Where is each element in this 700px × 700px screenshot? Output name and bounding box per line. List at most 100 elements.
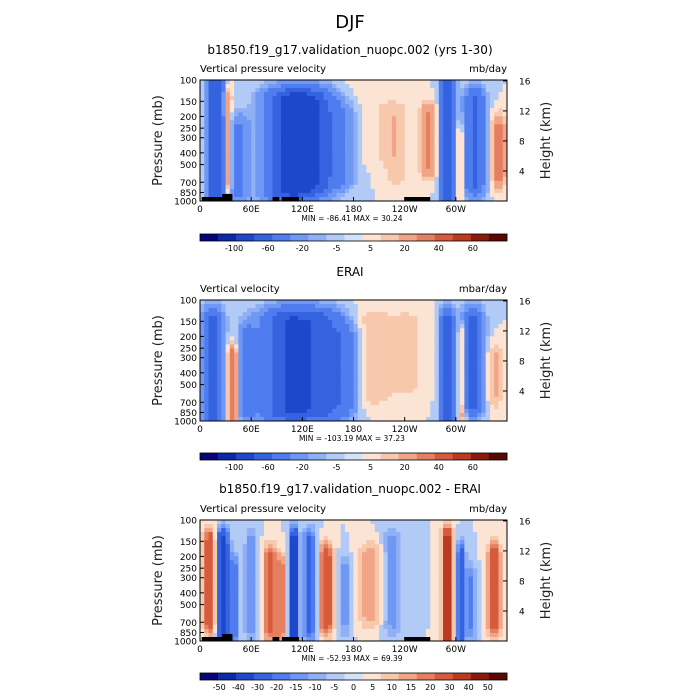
field-cell	[357, 380, 363, 386]
field-cell	[221, 308, 227, 313]
field-cell	[413, 340, 419, 345]
x-tick-label: 0	[197, 205, 203, 215]
field-cell	[443, 152, 448, 158]
field-cell	[229, 404, 235, 410]
field-cell	[477, 392, 483, 398]
field-cell	[268, 192, 274, 198]
field-cell	[353, 320, 359, 325]
field-cell	[234, 160, 239, 166]
field-cell	[349, 396, 355, 402]
field-cell	[259, 172, 265, 178]
field-cell	[374, 332, 380, 337]
field-cell	[502, 88, 507, 93]
field-cell	[289, 532, 295, 537]
field-cell	[374, 144, 380, 150]
field-cell	[357, 308, 363, 313]
field-cell	[477, 348, 483, 354]
field-cell	[340, 112, 346, 117]
field-cell	[319, 392, 325, 398]
field-cell	[366, 168, 372, 174]
field-cell	[460, 400, 465, 406]
field-cell	[255, 188, 261, 194]
field-cell	[400, 168, 406, 174]
field-cell	[310, 408, 316, 414]
field-cell	[229, 116, 235, 121]
field-cell	[383, 184, 389, 190]
field-cell	[306, 320, 312, 325]
field-cell	[225, 388, 231, 394]
field-cell	[370, 92, 376, 97]
field-cell	[293, 328, 299, 333]
field-cell	[251, 324, 257, 329]
field-cell	[438, 372, 444, 378]
field-cell	[285, 324, 291, 329]
field-cell	[400, 172, 406, 178]
field-cell	[357, 540, 363, 545]
field-cell	[494, 396, 500, 402]
field-cell	[310, 348, 316, 354]
field-cell	[408, 396, 414, 402]
field-cell	[468, 416, 474, 421]
field-cell	[460, 160, 465, 166]
field-cell	[251, 312, 257, 317]
field-cell	[447, 120, 453, 125]
field-cell	[494, 384, 500, 390]
field-cell	[327, 128, 333, 134]
field-cell	[357, 316, 363, 321]
field-cell	[212, 120, 218, 125]
field-cell	[485, 84, 491, 89]
field-cell	[217, 532, 222, 537]
field-cell	[289, 332, 295, 337]
field-cell	[259, 124, 265, 129]
field-cell	[285, 408, 291, 414]
field-cell	[285, 192, 291, 198]
field-cell	[413, 312, 419, 317]
field-cell	[263, 124, 269, 129]
field-cell	[443, 312, 448, 317]
field-cell	[430, 336, 436, 341]
field-cell	[225, 532, 231, 537]
field-cell	[268, 104, 274, 109]
field-cell	[434, 308, 440, 313]
y-tick-label: 300	[180, 354, 197, 364]
field-cell	[225, 108, 231, 113]
field-cell	[327, 336, 333, 341]
field-cell	[208, 324, 214, 329]
field-cell	[408, 96, 414, 101]
field-cell	[438, 140, 444, 146]
field-cell	[443, 184, 448, 190]
field-cell	[246, 404, 252, 410]
field-cell	[434, 144, 440, 150]
field-cell	[332, 352, 338, 358]
field-cell	[272, 120, 278, 125]
field-cell	[242, 364, 248, 370]
field-cell	[344, 80, 350, 85]
field-cell	[272, 340, 278, 345]
field-cell	[225, 128, 231, 134]
field-cell	[229, 108, 235, 113]
field-cell	[349, 524, 355, 529]
field-cell	[430, 340, 436, 345]
field-cell	[443, 384, 448, 390]
field-cell	[349, 188, 355, 194]
field-cell	[443, 392, 448, 398]
field-cell	[259, 84, 265, 89]
field-cell	[400, 184, 406, 190]
field-cell	[434, 316, 440, 321]
field-cell	[434, 96, 440, 101]
field-cell	[353, 544, 359, 549]
field-cell	[319, 528, 325, 533]
field-cell	[234, 172, 239, 178]
field-cell	[204, 116, 210, 121]
field-cell	[413, 132, 419, 138]
field-cell	[391, 124, 397, 129]
field-cell	[225, 336, 231, 341]
field-cell	[425, 544, 431, 549]
field-cell	[272, 112, 278, 117]
field-cell	[251, 88, 257, 93]
field-cell	[366, 364, 372, 370]
field-cell	[425, 88, 431, 93]
field-cell	[349, 180, 355, 186]
field-cell	[349, 324, 355, 329]
field-cell	[310, 96, 316, 101]
